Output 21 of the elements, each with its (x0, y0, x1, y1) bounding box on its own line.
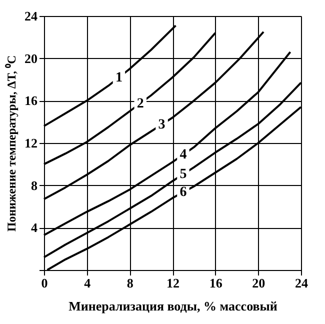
y-tick-label: 8 (31, 178, 38, 193)
x-tick-label: 4 (84, 276, 92, 290)
y-tick-label: 20 (24, 50, 38, 66)
y-tick-label: 24 (24, 8, 38, 24)
series-label: 2 (136, 96, 144, 112)
series-label: 5 (180, 167, 187, 182)
y-tick-label: 4 (31, 220, 38, 236)
series-label: 6 (180, 185, 187, 200)
series-label: 4 (180, 148, 187, 163)
series-label: 1 (115, 70, 122, 86)
x-tick-label: 12 (166, 276, 180, 290)
series-label: 3 (158, 117, 166, 132)
x-tick-label: 16 (209, 276, 223, 290)
x-axis-title: Минерализация воды, % массовый (68, 298, 278, 314)
y-tick-label: 12 (24, 136, 38, 150)
y-tick-label: 16 (24, 93, 38, 108)
x-tick-label: 8 (126, 276, 134, 290)
x-tick-label: 0 (41, 276, 48, 290)
y-axis-title: Понижение температуры, ΔT, ⁰C (4, 55, 18, 232)
x-tick-label: 24 (295, 276, 308, 290)
x-tick-label: 20 (252, 276, 266, 290)
